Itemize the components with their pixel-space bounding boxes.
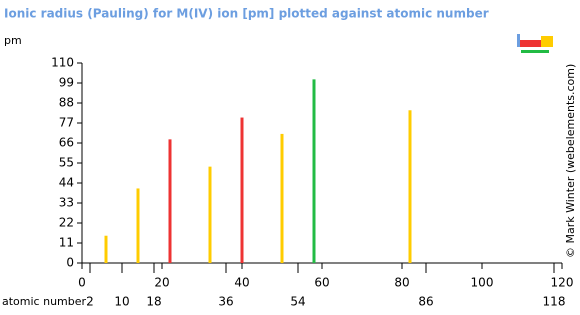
y-tick-label: 88 [59, 96, 74, 110]
y-tick-label: 11 [59, 236, 74, 250]
y-tick-label: 44 [59, 176, 74, 190]
x2-tick-label: 10 [114, 295, 129, 309]
bar [208, 166, 212, 263]
bar [168, 139, 172, 263]
bar [408, 110, 412, 263]
x-axis-label: atomic number [2, 295, 87, 308]
bar [136, 188, 140, 263]
bar [240, 117, 244, 263]
x-tick-label: 120 [551, 276, 574, 290]
bar [104, 235, 108, 263]
y-tick-label: 110 [51, 56, 74, 70]
x-tick-label: 0 [78, 276, 86, 290]
credit: © Mark Winter (webelements.com) [564, 64, 577, 258]
x2-tick-label: 54 [290, 295, 305, 309]
y-tick-label: 0 [66, 256, 74, 270]
x-tick-label: 60 [314, 276, 329, 290]
x2-tick-label: 118 [543, 295, 566, 309]
x2-tick-label: 86 [418, 295, 433, 309]
y-tick-label: 66 [59, 136, 74, 150]
y-tick-label: 77 [59, 116, 74, 130]
y-tick-label: 33 [59, 196, 74, 210]
x2-tick-label: 2 [86, 295, 94, 309]
y-tick-label: 22 [59, 216, 74, 230]
y-axis-label: pm [4, 34, 22, 47]
bar [312, 79, 316, 263]
periodic-icon [517, 34, 553, 53]
chart-title: Ionic radius (Pauling) for M(IV) ion [pm… [4, 7, 489, 21]
x-tick-label: 40 [234, 276, 249, 290]
x2-tick-label: 18 [146, 295, 161, 309]
y-tick-label: 55 [59, 156, 74, 170]
y-tick-label: 99 [59, 76, 74, 90]
bar [280, 133, 284, 263]
x-tick-label: 20 [154, 276, 169, 290]
x-tick-label: 100 [471, 276, 494, 290]
x2-tick-label: 36 [218, 295, 233, 309]
x-tick-label: 80 [394, 276, 409, 290]
